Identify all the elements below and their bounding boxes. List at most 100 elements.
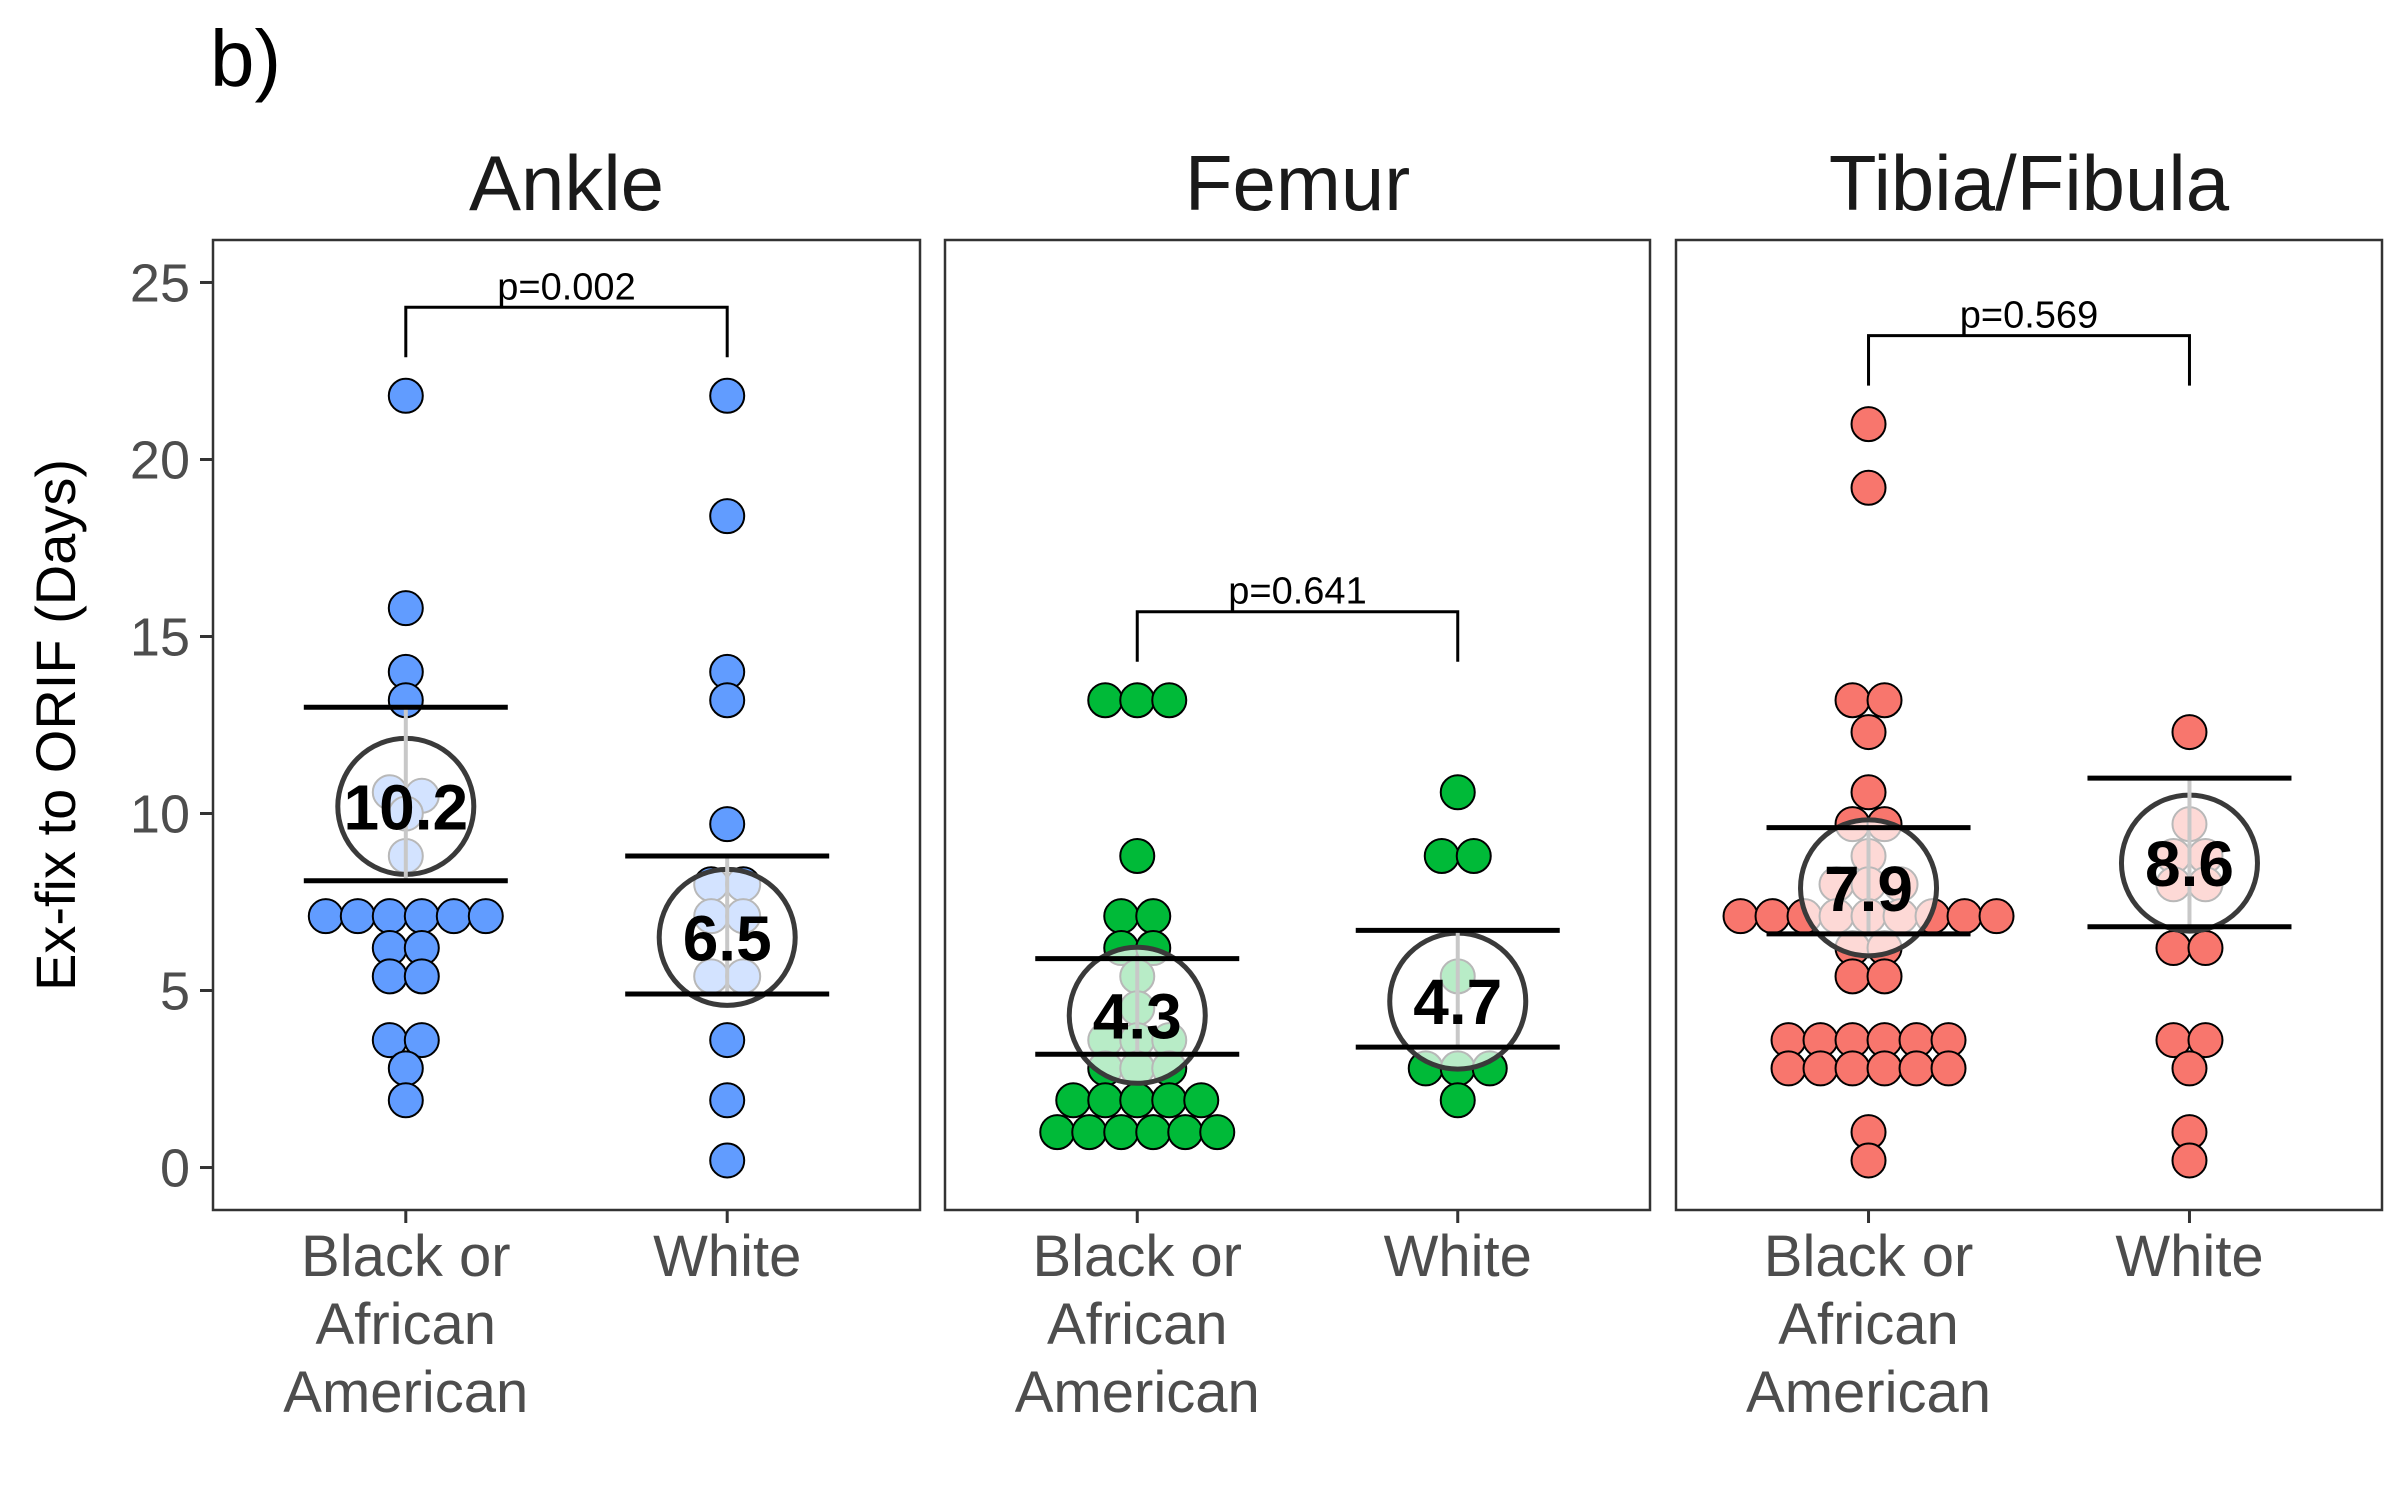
data-point bbox=[1898, 1050, 1935, 1087]
data-point bbox=[1930, 1050, 1967, 1087]
data-point bbox=[709, 498, 746, 535]
p-value-label: p=0.641 bbox=[1228, 571, 1366, 613]
data-point bbox=[1866, 1050, 1903, 1087]
data-point bbox=[2187, 930, 2224, 967]
data-point bbox=[1167, 1114, 1204, 1151]
significance-bracket bbox=[1135, 610, 1460, 662]
y-axis: 0 5 10 15 20 25 Ex-fix to ORIF (Days) bbox=[24, 253, 213, 1199]
y-tick-label: 10 bbox=[130, 785, 190, 845]
data-point bbox=[1151, 682, 1188, 719]
group-black-or-african-american: 4.3 bbox=[1035, 682, 1240, 1151]
data-point bbox=[1946, 898, 1983, 935]
data-point bbox=[709, 1082, 746, 1119]
facet-title: Tibia/Fibula bbox=[1829, 139, 2230, 227]
p-value-label: p=0.002 bbox=[497, 266, 635, 308]
y-axis-label: Ex-fix to ORIF (Days) bbox=[24, 459, 87, 991]
p-value-label: p=0.569 bbox=[1960, 295, 2098, 337]
y-tick-label: 20 bbox=[130, 430, 190, 490]
data-point bbox=[1135, 1114, 1172, 1151]
x-tick-label: American bbox=[1746, 1360, 1991, 1425]
data-point bbox=[1722, 898, 1759, 935]
data-point bbox=[1754, 898, 1791, 935]
data-point bbox=[1834, 682, 1871, 719]
data-point bbox=[387, 377, 424, 414]
data-point bbox=[435, 898, 472, 935]
facet-panel-border bbox=[1674, 238, 2384, 1212]
group-white: 8.6 bbox=[2087, 714, 2292, 1179]
group-black-or-african-american: 10.2 bbox=[303, 377, 508, 1119]
data-point bbox=[387, 1050, 424, 1087]
data-point bbox=[1071, 1114, 1108, 1151]
group-black-or-african-american: 7.9 bbox=[1722, 406, 2015, 1179]
data-point bbox=[1423, 837, 1460, 874]
data-point bbox=[1183, 1082, 1220, 1119]
data-point bbox=[1850, 406, 1887, 443]
y-tick-label: 0 bbox=[160, 1139, 190, 1199]
data-point bbox=[467, 898, 504, 935]
mean-label: 4.7 bbox=[1413, 966, 1502, 1038]
data-point bbox=[307, 898, 344, 935]
data-point bbox=[1199, 1114, 1236, 1151]
data-point bbox=[1850, 714, 1887, 751]
data-point bbox=[1039, 1114, 1076, 1151]
y-tick-label: 25 bbox=[130, 253, 190, 313]
data-point bbox=[1834, 958, 1871, 995]
data-point bbox=[1103, 898, 1140, 935]
data-point bbox=[709, 682, 746, 719]
mean-label: 6.5 bbox=[683, 902, 772, 974]
data-point bbox=[371, 958, 408, 995]
data-point bbox=[1119, 682, 1156, 719]
mean-label: 7.9 bbox=[1824, 853, 1913, 925]
x-tick-label: Black or bbox=[1764, 1224, 1974, 1289]
data-point bbox=[1055, 1082, 1092, 1119]
data-point bbox=[1087, 682, 1124, 719]
data-point bbox=[1439, 1082, 1476, 1119]
data-point bbox=[2171, 1050, 2208, 1087]
data-point bbox=[709, 1022, 746, 1059]
x-tick-label: African bbox=[1047, 1292, 1228, 1357]
panel-label: b) bbox=[210, 14, 281, 103]
data-point bbox=[709, 377, 746, 414]
data-point bbox=[1850, 469, 1887, 506]
data-point bbox=[1866, 958, 1903, 995]
data-point bbox=[1850, 774, 1887, 811]
mean-label: 4.3 bbox=[1093, 980, 1182, 1052]
data-point bbox=[709, 1142, 746, 1179]
facet-title: Ankle bbox=[469, 139, 664, 227]
x-tick-label: African bbox=[1778, 1292, 1959, 1357]
mean-label: 8.6 bbox=[2145, 828, 2234, 900]
data-point bbox=[403, 958, 440, 995]
data-point bbox=[1151, 1082, 1188, 1119]
data-point bbox=[1770, 1050, 1807, 1087]
x-tick-label: African bbox=[316, 1292, 497, 1357]
significance-bracket bbox=[404, 305, 729, 358]
x-tick-label: Black or bbox=[301, 1224, 511, 1289]
data-point bbox=[2171, 1142, 2208, 1179]
data-point bbox=[1103, 1114, 1140, 1151]
data-point bbox=[339, 898, 376, 935]
group-white: 4.7 bbox=[1355, 774, 1560, 1119]
mean-label: 10.2 bbox=[344, 771, 469, 843]
y-tick-label: 15 bbox=[130, 607, 190, 667]
data-point bbox=[403, 1022, 440, 1059]
x-tick-label: White bbox=[1384, 1224, 1532, 1289]
data-point bbox=[1087, 1082, 1124, 1119]
facet-title: Femur bbox=[1185, 139, 1410, 227]
data-point bbox=[387, 1082, 424, 1119]
x-tick-label: White bbox=[653, 1224, 801, 1289]
data-point bbox=[1119, 1082, 1156, 1119]
data-point bbox=[403, 898, 440, 935]
data-point bbox=[1802, 1050, 1839, 1087]
facet-panel-border bbox=[211, 238, 922, 1212]
x-tick-label: White bbox=[2115, 1224, 2263, 1289]
x-tick-label: Black or bbox=[1032, 1224, 1242, 1289]
data-point bbox=[1135, 898, 1172, 935]
data-point bbox=[371, 898, 408, 935]
y-tick-label: 5 bbox=[160, 962, 190, 1022]
data-point bbox=[1978, 898, 2015, 935]
